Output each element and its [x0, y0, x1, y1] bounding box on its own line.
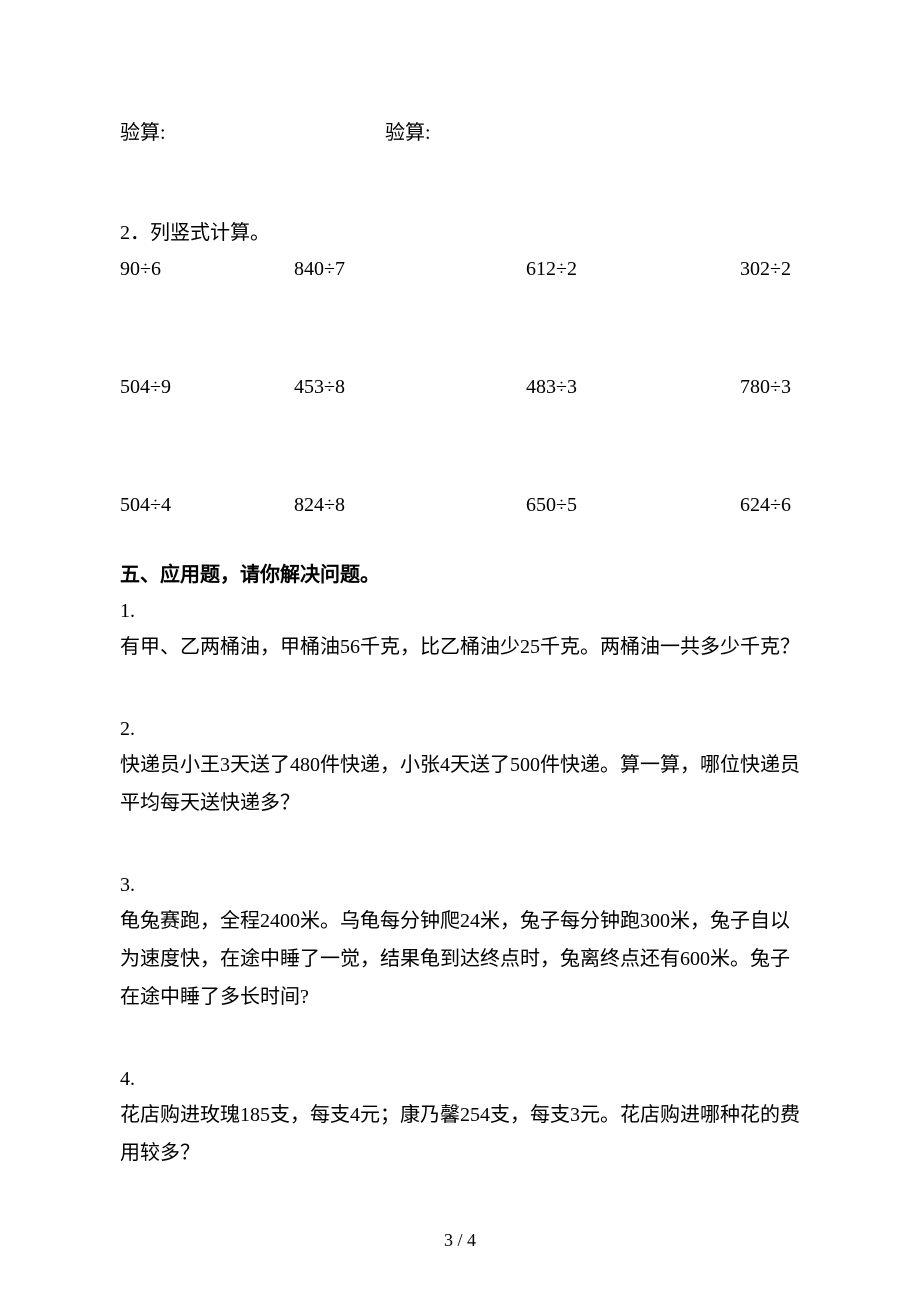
calc-cell: 453÷8	[294, 372, 526, 402]
problem-number: 4.	[120, 1064, 800, 1094]
problem-2: 2. 快递员小王3天送了480件快递，小张4天送了500件快递。算一算，哪位快递…	[120, 714, 800, 822]
problem-number: 2.	[120, 714, 800, 744]
problem-text: 龟兔赛跑，全程2400米。乌龟每分钟爬24米，兔子每分钟跑300米，兔子自以为速…	[120, 902, 800, 1016]
calc-cell: 90÷6	[120, 254, 294, 284]
calc-cell: 824÷8	[294, 490, 526, 520]
problem-text: 花店购进玫瑰185支，每支4元；康乃馨254支，每支3元。花店购进哪种花的费用较…	[120, 1096, 800, 1172]
calc-cell: 650÷5	[526, 490, 740, 520]
problem-4: 4. 花店购进玫瑰185支，每支4元；康乃馨254支，每支3元。花店购进哪种花的…	[120, 1064, 800, 1172]
calc-cell: 780÷3	[740, 372, 791, 402]
verify-left: 验算:	[120, 118, 385, 148]
calc-cell: 504÷4	[120, 490, 294, 520]
problem-3: 3. 龟兔赛跑，全程2400米。乌龟每分钟爬24米，兔子每分钟跑300米，兔子自…	[120, 870, 800, 1016]
problem-number: 3.	[120, 870, 800, 900]
problem-number: 1.	[120, 596, 800, 626]
calc-row-2: 504÷4 824÷8 650÷5 624÷6	[120, 490, 800, 520]
problem-1: 1. 有甲、乙两桶油，甲桶油56千克，比乙桶油少25千克。两桶油一共多少千克？	[120, 596, 800, 666]
section5-title: 五、应用题，请你解决问题。	[120, 560, 800, 590]
problem-text: 快递员小王3天送了480件快递，小张4天送了500件快递。算一算，哪位快递员平均…	[120, 746, 800, 822]
section2-title: 2．列竖式计算。	[120, 218, 800, 248]
calc-cell: 612÷2	[526, 254, 740, 284]
verify-row: 验算: 验算:	[120, 118, 800, 148]
problem-text: 有甲、乙两桶油，甲桶油56千克，比乙桶油少25千克。两桶油一共多少千克？	[120, 628, 800, 666]
calc-cell: 624÷6	[740, 490, 791, 520]
calc-row-1: 504÷9 453÷8 483÷3 780÷3	[120, 372, 800, 402]
calc-cell: 504÷9	[120, 372, 294, 402]
calc-grid: 90÷6 840÷7 612÷2 302÷2 504÷9 453÷8 483÷3…	[120, 254, 800, 520]
calc-row-0: 90÷6 840÷7 612÷2 302÷2	[120, 254, 800, 284]
calc-cell: 302÷2	[740, 254, 791, 284]
calc-cell: 483÷3	[526, 372, 740, 402]
calc-cell: 840÷7	[294, 254, 526, 284]
page-number: 3 / 4	[0, 1227, 920, 1254]
verify-right: 验算:	[385, 118, 650, 148]
